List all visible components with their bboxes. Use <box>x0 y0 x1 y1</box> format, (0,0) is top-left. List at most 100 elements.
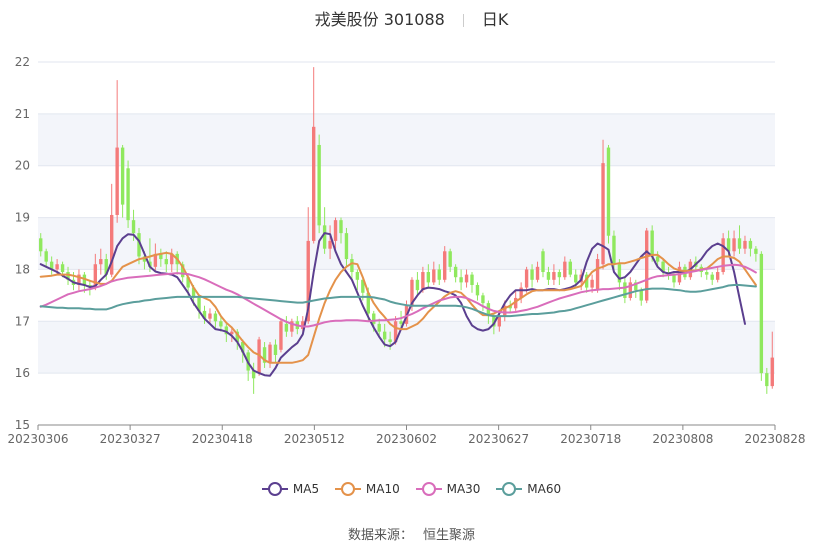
candle-body <box>448 251 452 267</box>
candle-body <box>77 274 81 285</box>
candle-body <box>492 316 496 327</box>
candle-body <box>530 269 534 280</box>
candle-body <box>743 240 747 249</box>
candle-body <box>306 240 310 322</box>
candle-body <box>224 326 229 335</box>
data-source: 数据来源： 恒生聚源 <box>0 524 823 543</box>
candle-body <box>388 339 392 343</box>
candle-body <box>524 269 529 288</box>
candle-body <box>268 344 272 363</box>
candle-body <box>361 279 365 293</box>
candle-body <box>148 261 152 267</box>
candle-body <box>39 238 43 252</box>
candle-body <box>672 274 676 283</box>
candle-body <box>628 282 633 298</box>
candle-body <box>475 284 480 296</box>
candle-body <box>705 272 709 275</box>
candle-body <box>328 240 332 249</box>
candle-body <box>312 126 316 241</box>
x-tick-label: 20230327 <box>100 432 161 446</box>
candle-body <box>339 220 343 234</box>
candle-body <box>481 295 485 304</box>
candle-body <box>443 251 447 280</box>
candle-body <box>453 266 458 278</box>
candle-body <box>262 347 267 363</box>
legend-item-ma30[interactable]: MA30 <box>415 482 481 496</box>
candle-body <box>126 168 130 221</box>
candle-body <box>49 261 54 270</box>
candle-body <box>279 321 283 350</box>
candle-body <box>333 220 338 241</box>
candle-body <box>601 163 605 265</box>
candle-body <box>202 310 207 319</box>
candle-body <box>180 264 185 278</box>
candle-body <box>372 313 376 324</box>
candle-body <box>552 272 556 280</box>
candle-body <box>557 272 562 278</box>
candle-body <box>470 274 474 285</box>
candle-body <box>759 253 764 374</box>
candle-body <box>634 282 638 291</box>
candle-body <box>574 274 578 283</box>
candle-body <box>197 297 201 311</box>
candle-body <box>432 269 436 283</box>
legend-ma5-icon <box>261 482 288 496</box>
candle-body <box>93 264 98 288</box>
legend-item-ma5[interactable]: MA5 <box>261 482 319 496</box>
candle-body <box>519 287 523 298</box>
y-tick-label: 21 <box>15 107 30 121</box>
candle-body <box>650 230 654 257</box>
candle-body <box>617 264 622 283</box>
series-line-ma10 <box>39 251 757 364</box>
candle-body <box>208 313 212 319</box>
legend-ma30-icon <box>415 482 442 496</box>
candle-body <box>645 230 649 301</box>
x-tick-label: 20230512 <box>284 432 345 446</box>
candle-body <box>595 259 600 291</box>
candle-body <box>170 253 174 265</box>
candle-body <box>437 269 441 280</box>
legend-ma60-icon <box>496 482 523 496</box>
source-label: 数据来源： <box>347 528 413 543</box>
candle-body <box>251 370 256 379</box>
candle-body <box>568 261 572 275</box>
candle-body <box>344 233 349 260</box>
candle-body <box>497 316 501 327</box>
title-divider <box>462 14 464 27</box>
legend-label-ma30: MA30 <box>446 482 481 496</box>
candle-body <box>612 235 616 265</box>
candle-body <box>219 321 223 327</box>
candle-body <box>191 287 196 298</box>
legend-ma10-icon <box>334 482 361 496</box>
candle-body <box>655 256 660 262</box>
x-tick-label: 20230306 <box>7 432 68 446</box>
candle-body <box>459 277 463 283</box>
candle-body <box>710 274 714 280</box>
x-tick-label: 20230627 <box>468 432 529 446</box>
x-tick-label: 20230602 <box>376 432 437 446</box>
candle-body <box>55 264 59 270</box>
legend-item-ma10[interactable]: MA10 <box>334 482 400 496</box>
candle-body <box>350 259 354 273</box>
chart-legend: MA5 MA10 MA30 MA60 <box>0 482 823 499</box>
candle-body <box>142 256 147 262</box>
candle-body <box>115 147 119 215</box>
candle-body <box>421 272 425 291</box>
candle-body <box>732 238 736 252</box>
candle-body <box>159 253 163 260</box>
candle-body <box>715 272 720 280</box>
candle-body <box>563 261 567 278</box>
source-name: 恒生聚源 <box>423 528 476 543</box>
candle-body <box>464 274 469 283</box>
candle-body <box>721 238 725 273</box>
series-line-ma5 <box>39 232 746 377</box>
candle-body <box>99 259 103 265</box>
legend-item-ma60[interactable]: MA60 <box>496 482 561 496</box>
series-line-ma30 <box>39 263 757 328</box>
y-tick-label: 19 <box>15 211 30 225</box>
x-tick-label: 20230828 <box>744 432 805 446</box>
candle-body <box>382 331 387 340</box>
candle-body <box>213 313 218 322</box>
